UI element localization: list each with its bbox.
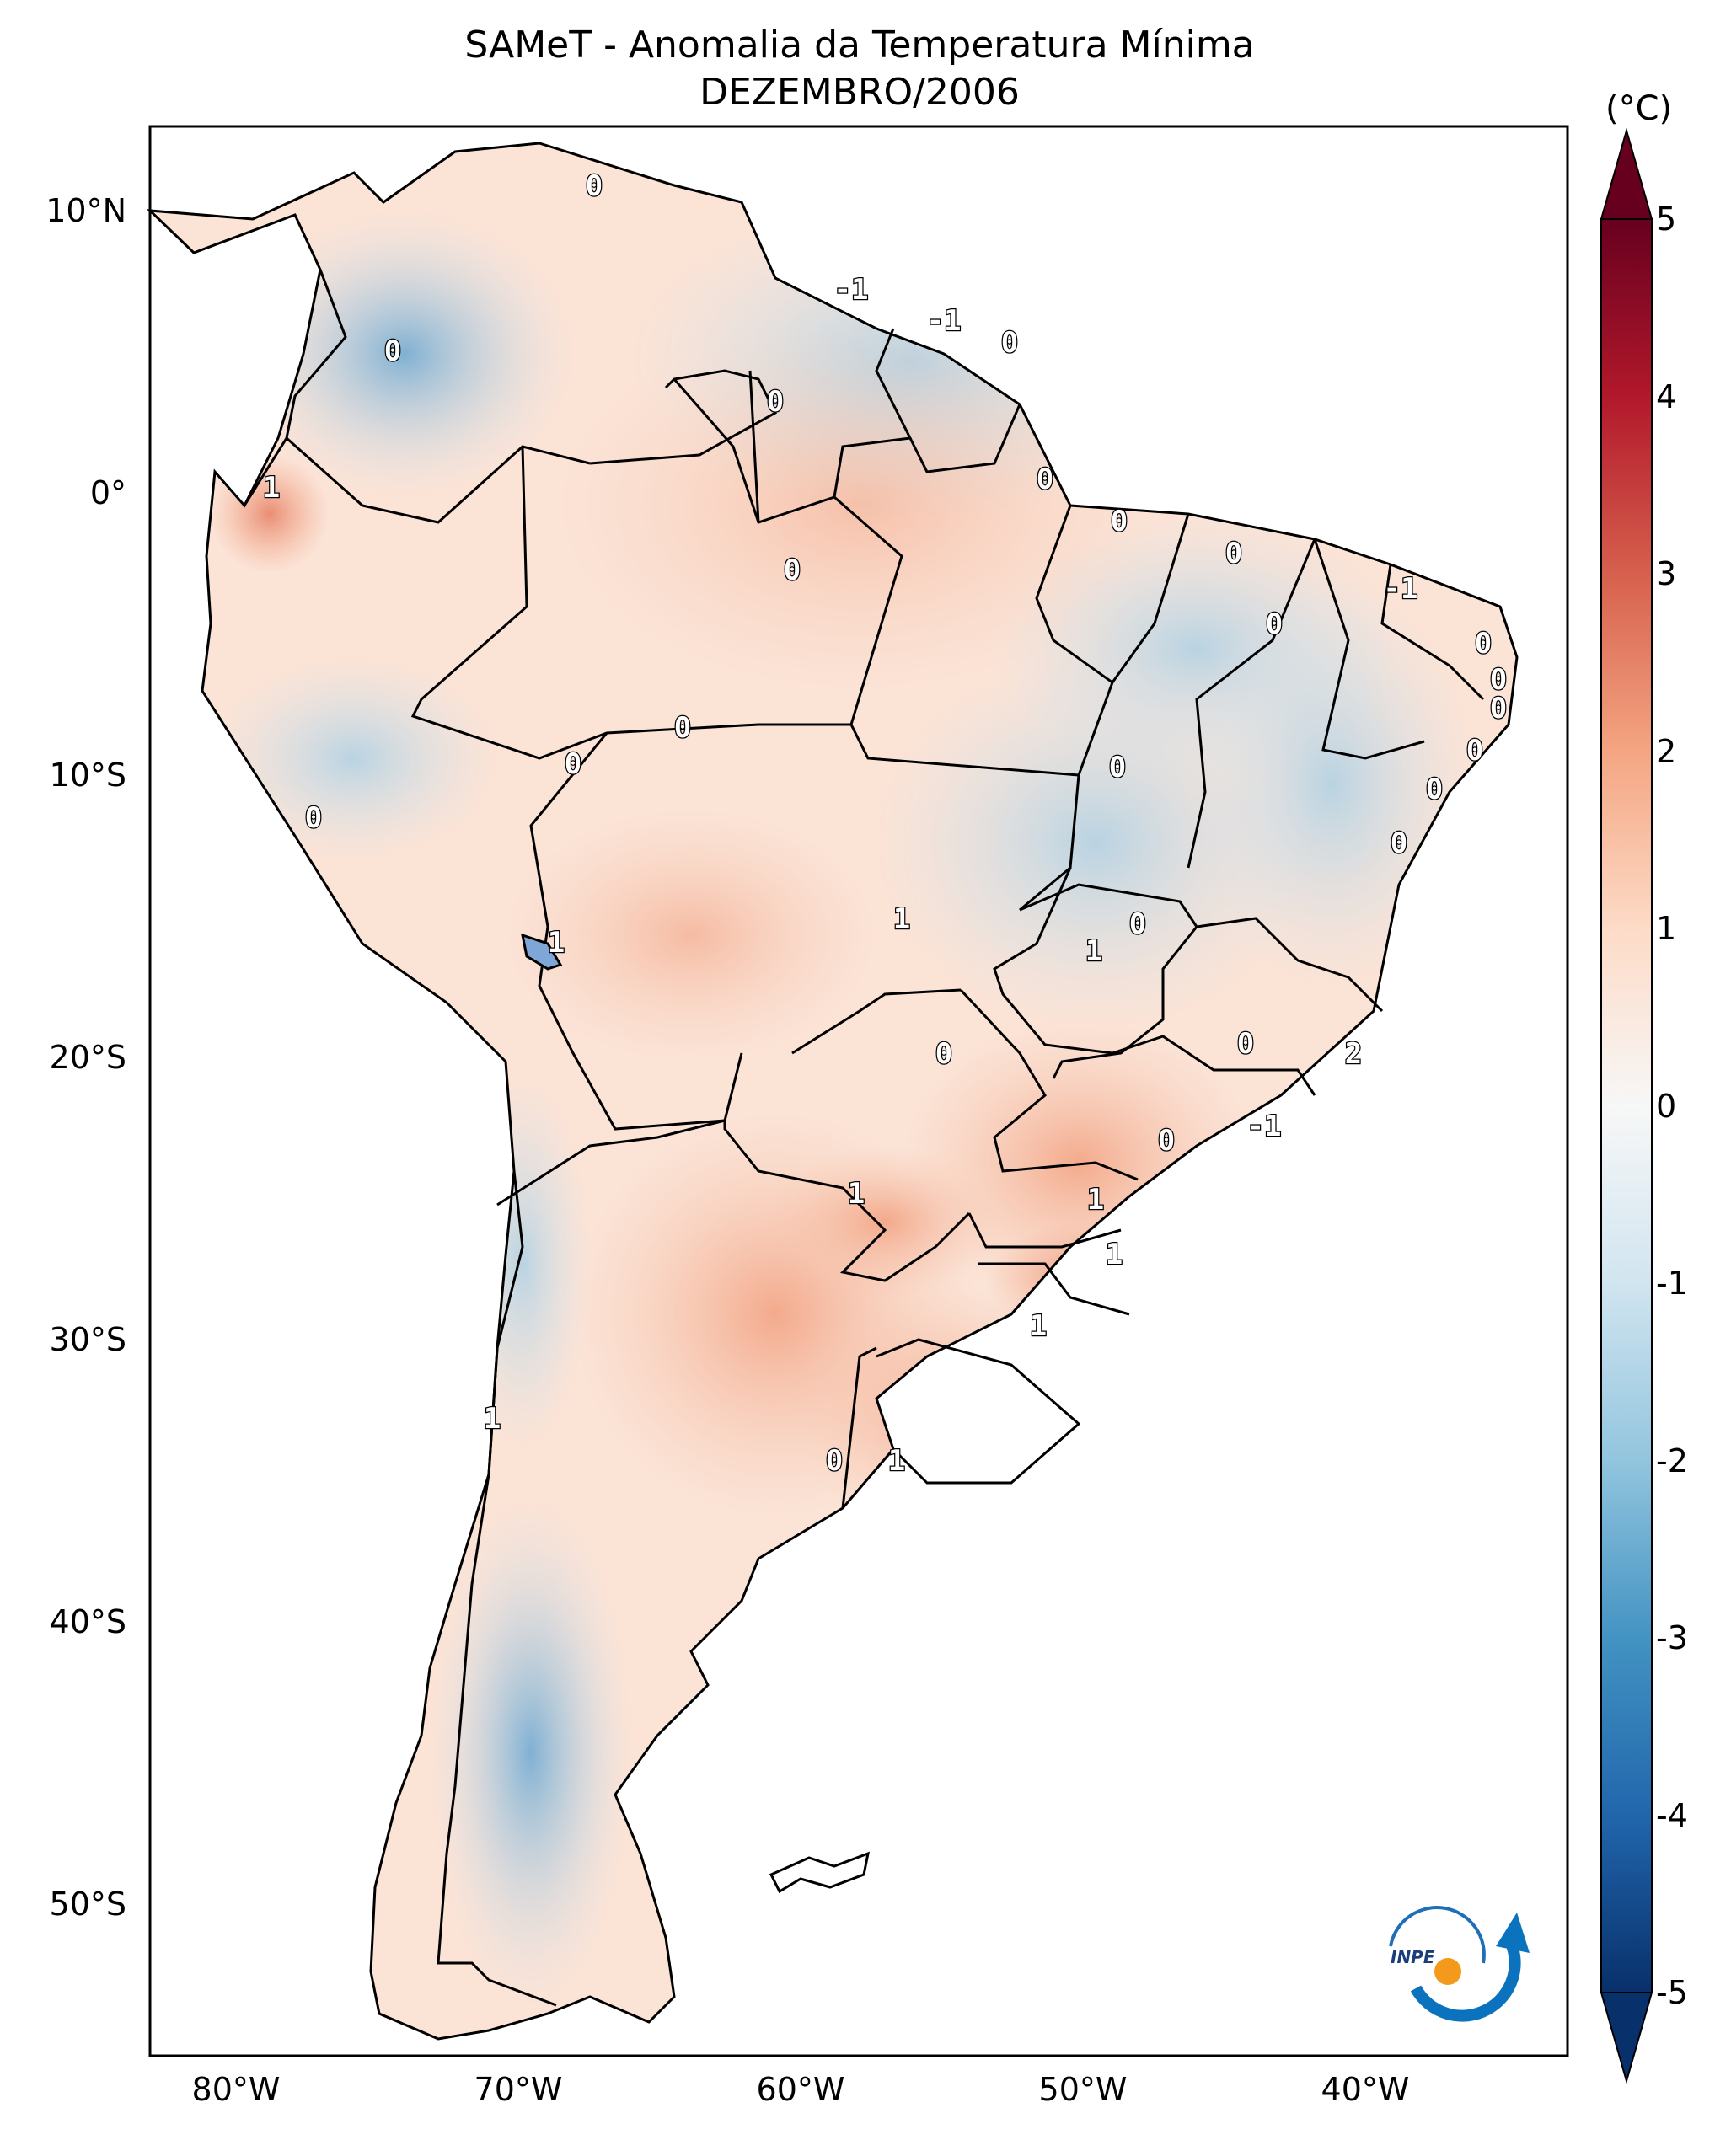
contour-label: 0	[384, 334, 401, 368]
lon-tick-label: 70°W	[474, 2071, 563, 2108]
lat-tick-label: 30°S	[49, 1321, 126, 1358]
contour-label: 1	[848, 1177, 865, 1211]
inpe-logo: INPE	[1389, 1906, 1530, 2022]
contour-label: -1	[1384, 572, 1418, 606]
contour-label: 0	[935, 1037, 952, 1071]
lat-tick-label: 10°S	[49, 757, 126, 794]
contour-label: 0	[784, 554, 801, 587]
colorbar-body	[1600, 218, 1653, 1993]
lat-tick-label: 40°S	[49, 1603, 126, 1640]
contour-label: 1	[1087, 1183, 1104, 1217]
colorbar-top-extend	[1600, 127, 1653, 220]
colorbar-tick-label: -3	[1656, 1619, 1688, 1656]
contour-label: 0	[305, 801, 322, 835]
contour-label: 0	[767, 385, 784, 419]
falkland-islands	[769, 1851, 871, 1894]
contour-label: 0	[1466, 734, 1483, 768]
contour-label: 1	[1085, 934, 1102, 968]
colorbar-tick-label: -1	[1656, 1265, 1688, 1302]
contour-label: 0	[1037, 463, 1053, 496]
contour-label: 0	[1129, 907, 1146, 941]
contour-label: 1	[484, 1402, 501, 1436]
lon-tick-label: 60°W	[756, 2071, 845, 2108]
lat-tick-label: 50°S	[49, 1886, 126, 1923]
contour-label: 0	[1266, 607, 1283, 641]
contour-label: 0	[1490, 692, 1507, 725]
lon-tick-label: 80°W	[191, 2071, 281, 2108]
contour-label: 0	[586, 169, 603, 203]
contour-label: 2	[1345, 1037, 1362, 1071]
colorbar-tick-label: 3	[1656, 555, 1677, 592]
colorbar-unit: (°C)	[1605, 89, 1673, 128]
map-subtitle: DEZEMBRO/2006	[699, 71, 1020, 114]
contour-label: 1	[1106, 1238, 1123, 1271]
colorbar	[1600, 127, 1653, 2084]
colorbar-bottom-extend	[1600, 1992, 1653, 2084]
contour-label: 0	[1111, 505, 1128, 538]
lat-tick-label: 20°S	[49, 1039, 126, 1076]
contour-label: -1	[927, 304, 962, 338]
lake-titicaca	[521, 933, 563, 971]
contour-label: 1	[888, 1444, 905, 1478]
lat-tick-label: 0°	[89, 474, 126, 511]
colorbar-tick-label: 4	[1656, 377, 1677, 415]
borders	[243, 269, 1485, 2007]
contour-label: 0	[1475, 627, 1492, 661]
contour-label: 0	[1237, 1027, 1254, 1061]
colorbar-tick-label: 2	[1656, 732, 1677, 770]
contour-label: 1	[1030, 1309, 1047, 1343]
contour-label: 1	[893, 902, 910, 936]
contour-label: 0	[1391, 827, 1407, 860]
contour-label: 0	[1426, 773, 1443, 806]
colorbar-tick-label: -5	[1656, 1974, 1688, 2011]
colorbar-tick-label: -4	[1656, 1796, 1688, 1834]
contour-label: -1	[1247, 1110, 1282, 1143]
contour-label: 0	[674, 711, 691, 745]
lon-tick-label: 50°W	[1038, 2071, 1128, 2108]
colorbar-tick-label: -2	[1656, 1442, 1688, 1479]
map-title: SAMeT - Anomalia da Temperatura Mínima	[464, 24, 1255, 67]
colorbar-tick-label: 0	[1656, 1087, 1677, 1125]
contour-label: 0	[1225, 537, 1242, 570]
contour-label: 0	[1490, 663, 1507, 697]
contour-label: 0	[826, 1444, 843, 1478]
contour-label: 0	[1001, 326, 1018, 360]
contour-label: 0	[1109, 751, 1126, 784]
contour-label: 1	[263, 471, 280, 505]
contour-label: -1	[834, 273, 869, 307]
lon-tick-label: 40°W	[1321, 2071, 1410, 2108]
lat-tick-label: 10°N	[46, 192, 126, 229]
inpe-logo-text: INPE	[1391, 1947, 1435, 1967]
contour-label: 0	[1158, 1124, 1175, 1158]
contour-label: 0	[565, 747, 581, 781]
continent-outline	[146, 142, 1519, 2041]
colorbar-tick-label: 1	[1656, 910, 1677, 947]
colorbar-tick-label: 5	[1656, 201, 1677, 238]
contour-label: 1	[548, 926, 565, 960]
